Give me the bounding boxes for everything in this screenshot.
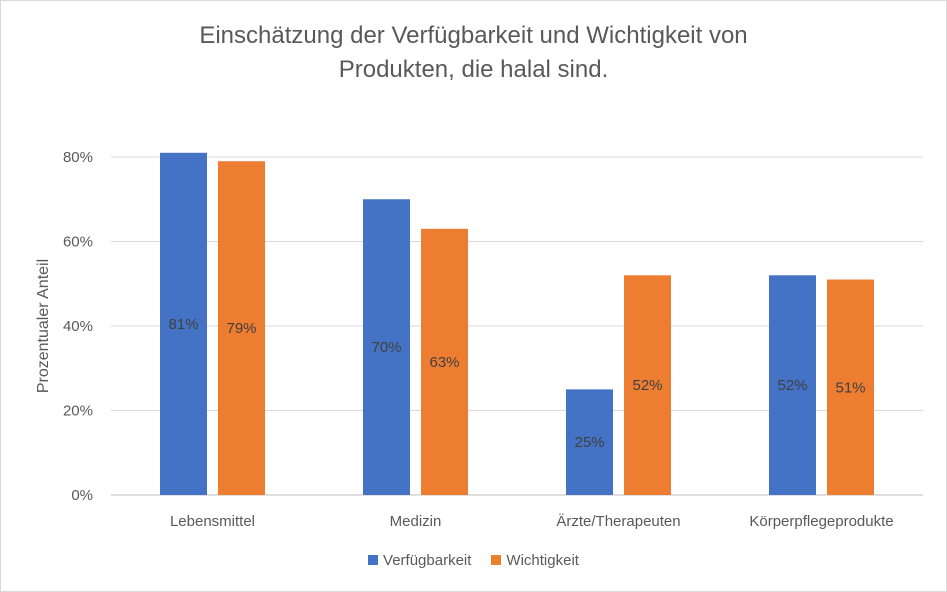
- y-tick-label: 0%: [71, 487, 93, 504]
- data-label: 25%: [574, 434, 604, 451]
- chart-title: Einschätzung der Verfügbarkeit und Wicht…: [1, 19, 946, 87]
- legend-item: Verfügbarkeit: [368, 552, 471, 569]
- y-tick-label: 20%: [63, 403, 93, 420]
- y-tick-label: 40%: [63, 318, 93, 335]
- data-label: 52%: [632, 377, 662, 394]
- bar-verfügbarkeit: [160, 152, 207, 495]
- y-tick-label: 60%: [63, 234, 93, 251]
- data-label: 52%: [777, 377, 807, 394]
- legend-label: Verfügbarkeit: [383, 552, 472, 569]
- x-tick-label: Lebensmittel: [170, 513, 255, 530]
- legend-item: Wichtigkeit: [491, 552, 579, 569]
- bar-verfügbarkeit: [769, 275, 816, 495]
- bar-wichtigkeit: [421, 228, 468, 495]
- bar-verfügbarkeit: [363, 199, 410, 495]
- data-label: 81%: [168, 316, 198, 333]
- bar-wichtigkeit: [827, 279, 874, 495]
- bar-wichtigkeit: [218, 161, 265, 495]
- y-axis-label: Prozentualer Anteil: [35, 259, 52, 393]
- x-tick-label: Medizin: [390, 513, 442, 530]
- legend-swatch: [491, 555, 502, 565]
- data-label: 79%: [226, 320, 256, 337]
- data-label: 63%: [429, 354, 459, 371]
- data-label: 70%: [371, 339, 401, 356]
- y-tick-label: 80%: [63, 149, 93, 166]
- x-tick-label: Ärzte/Therapeuten: [556, 513, 680, 530]
- bar-verfügbarkeit: [566, 389, 613, 495]
- legend-label: Wichtigkeit: [506, 552, 579, 569]
- title-line-1: Einschätzung der Verfügbarkeit und Wicht…: [199, 22, 748, 49]
- data-label: 51%: [835, 379, 865, 396]
- legend-swatch: [368, 555, 379, 565]
- bar-wichtigkeit: [624, 275, 671, 495]
- title-line-2: Produkten, die halal sind.: [338, 56, 609, 83]
- legend: Verfügbarkeit Wichtigkeit: [1, 552, 946, 569]
- x-tick-label: Körperpflegeprodukte: [749, 513, 893, 530]
